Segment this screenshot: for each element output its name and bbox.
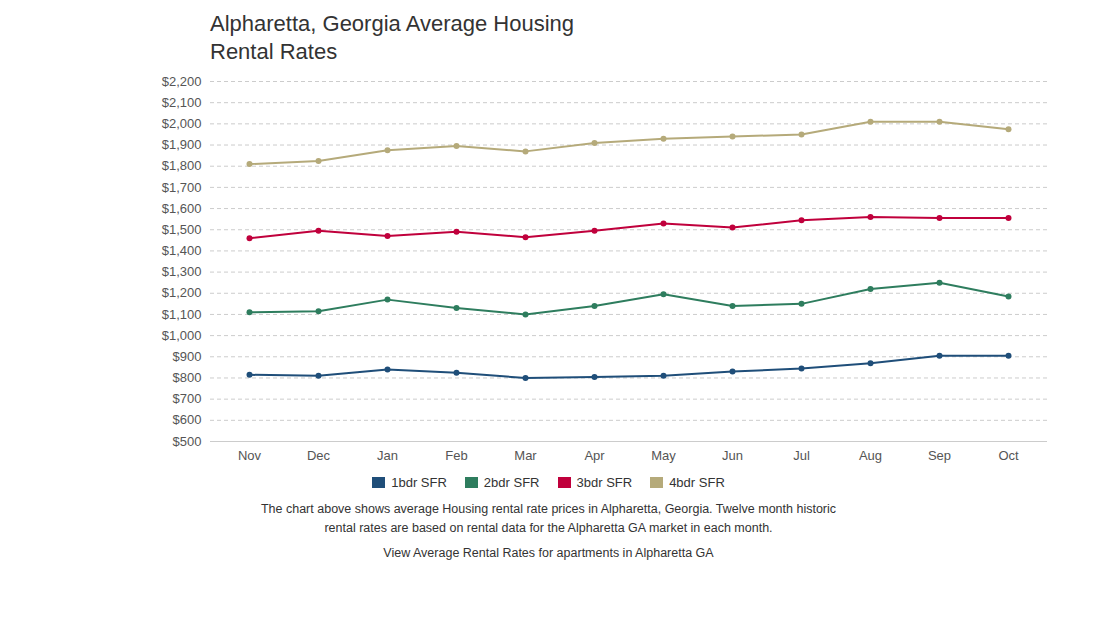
svg-text:$1,800: $1,800 — [162, 158, 202, 173]
html-text:The chart above shows average: The chart above shows average Housing re… — [261, 502, 836, 535]
svg-text:$1,600: $1,600 — [162, 201, 202, 216]
html-text:View Average Rental Rates for: View Average Rental Rates for apartments… — [383, 545, 714, 560]
svg-text:Mar: Mar — [514, 448, 537, 463]
svg-text:$2,200: $2,200 — [162, 74, 202, 89]
svg-text:Jul: Jul — [793, 448, 810, 463]
svg-text:$1,300: $1,300 — [162, 264, 202, 279]
svg-text:$1,700: $1,700 — [162, 180, 202, 195]
svg-text:$2,000: $2,000 — [162, 116, 202, 131]
svg-text:$1,500: $1,500 — [162, 222, 202, 237]
html-text:1bdr SFR: 1bdr SFR — [391, 475, 447, 490]
svg-text:$1,400: $1,400 — [162, 243, 202, 258]
svg-text:$1,100: $1,100 — [162, 307, 202, 322]
svg-text:Dec: Dec — [307, 448, 331, 463]
html-text:4bdr SFR: 4bdr SFR — [669, 475, 725, 490]
svg-text:Nov: Nov — [238, 448, 262, 463]
svg-text:$1,000: $1,000 — [162, 328, 202, 343]
svg-text:Jan: Jan — [377, 448, 398, 463]
svg-text:$2,100: $2,100 — [162, 95, 202, 110]
svg-text:Feb: Feb — [445, 448, 467, 463]
html-text:3bdr SFR: 3bdr SFR — [576, 475, 633, 490]
svg-text:Jun: Jun — [722, 448, 743, 463]
svg-text:$800: $800 — [173, 370, 202, 385]
svg-text:$500: $500 — [173, 434, 202, 449]
svg-text:Sep: Sep — [928, 448, 951, 463]
svg-text:Aug: Aug — [859, 448, 882, 463]
html-text:2bdr SFR: 2bdr SFR — [483, 475, 540, 490]
svg-text:$900: $900 — [173, 349, 202, 364]
svg-text:$700: $700 — [173, 391, 202, 406]
svg-text:Oct: Oct — [998, 448, 1019, 463]
html-text:Alpharetta, Georgia Average Ho: Alpharetta, Georgia Average Housing Rent… — [210, 11, 575, 64]
svg-text:$600: $600 — [173, 412, 202, 427]
svg-text:$1,900: $1,900 — [162, 137, 202, 152]
svg-text:Apr: Apr — [584, 448, 605, 463]
svg-text:$1,200: $1,200 — [162, 285, 202, 300]
svg-text:May: May — [651, 448, 676, 463]
